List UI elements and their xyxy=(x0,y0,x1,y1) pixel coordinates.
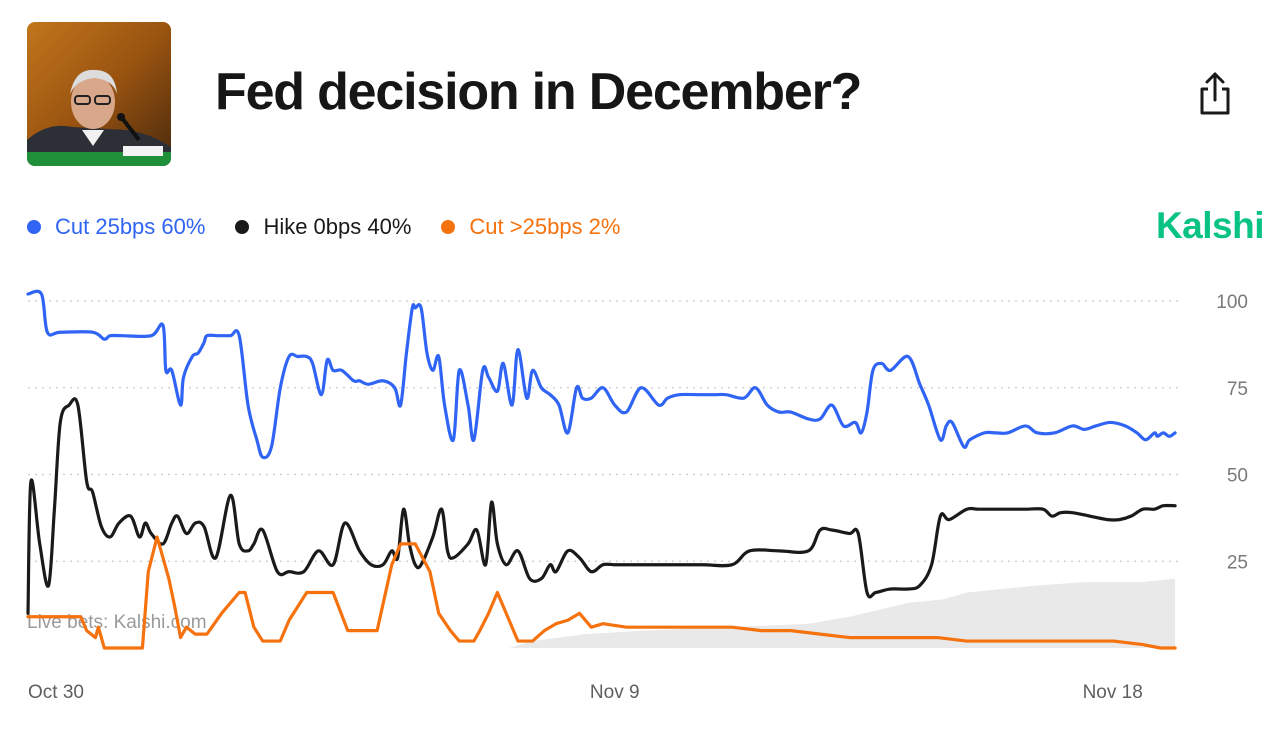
series-line-cut-25bps[interactable] xyxy=(26,289,1177,460)
y-tick-label-75: 75 xyxy=(1227,379,1248,400)
fed-chair-photo-image xyxy=(27,22,171,166)
share-button[interactable] xyxy=(1195,70,1235,118)
x-tick-label: Nov 9 xyxy=(590,682,640,703)
x-tick-label: Nov 18 xyxy=(1083,682,1143,703)
chart-legend: Cut 25bps 60% Hike 0bps 40% Cut >25bps 2… xyxy=(27,212,620,242)
brand-logo[interactable]: Kalshi xyxy=(1155,205,1265,246)
legend-item-cut-over-25bps[interactable]: Cut >25bps 2% xyxy=(441,214,620,240)
volume-area xyxy=(28,578,1176,648)
y-tick-label-25: 25 xyxy=(1227,552,1248,573)
x-axis-ticks: Oct 30 Nov 9 Nov 18 xyxy=(28,682,1143,703)
page-title: Fed decision in December? xyxy=(215,63,862,121)
volume-area-fill xyxy=(28,578,1176,648)
series-line-cut-25bps[interactable] xyxy=(26,535,1177,650)
legend-label: Cut 25bps 60% xyxy=(55,214,206,239)
legend-dot-icon xyxy=(27,220,41,234)
y-tick-label-50: 50 xyxy=(1227,466,1248,487)
chart-series xyxy=(26,289,1177,650)
market-thumbnail[interactable] xyxy=(27,22,171,166)
legend-dot-icon xyxy=(441,220,456,234)
legend-dot-icon xyxy=(235,220,250,234)
legend-item-cut-25bps[interactable]: Cut 25bps 60% xyxy=(27,214,205,240)
series-line-hike-0bps[interactable] xyxy=(26,397,1177,615)
x-tick-label: Oct 30 xyxy=(28,682,84,703)
share-icon xyxy=(1200,72,1230,115)
legend-label: Hike 0bps 40% xyxy=(263,214,412,239)
legend-label: Cut >25bps 2% xyxy=(469,214,621,239)
y-tick-label-100: 100 xyxy=(1216,292,1248,313)
legend-item-hike-0bps[interactable]: Hike 0bps 40% xyxy=(235,214,411,240)
y-axis-ticks: 25 50 75 100 xyxy=(1216,292,1248,573)
